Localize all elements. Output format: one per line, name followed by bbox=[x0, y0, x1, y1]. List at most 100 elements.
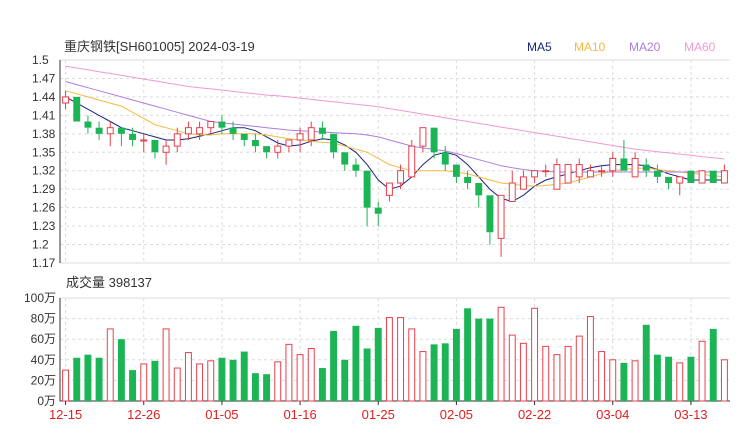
volume-bar bbox=[184, 352, 192, 402]
volume-bar bbox=[687, 356, 695, 401]
price-tick-label: 1.26 bbox=[32, 201, 56, 215]
candle bbox=[609, 152, 617, 177]
candle bbox=[251, 133, 259, 153]
volume-bar bbox=[430, 344, 438, 401]
candle bbox=[274, 139, 282, 159]
volume-tick-label: 80万 bbox=[31, 312, 56, 326]
candle bbox=[374, 201, 382, 227]
ma20-line bbox=[65, 81, 725, 173]
candle bbox=[229, 121, 237, 140]
candle bbox=[553, 158, 561, 190]
volume-bar bbox=[274, 361, 282, 402]
volume-grid: 100万 80万 60万 40万 20万 0万 bbox=[24, 291, 730, 408]
candle bbox=[698, 170, 706, 184]
volume-bar bbox=[497, 306, 505, 402]
date-tick-label: 03-13 bbox=[674, 407, 707, 422]
legend-ma20: MA20 bbox=[629, 40, 661, 54]
price-tick-label: 1.47 bbox=[32, 71, 56, 85]
candle bbox=[173, 127, 181, 153]
volume-bar bbox=[665, 356, 673, 401]
volume-bar bbox=[698, 340, 706, 402]
candle bbox=[129, 127, 137, 147]
volume-bar bbox=[251, 373, 259, 401]
volume-tick-label: 20万 bbox=[31, 373, 56, 387]
date-tick-label: 01-16 bbox=[283, 407, 316, 422]
date-tick-label: 01-25 bbox=[362, 407, 395, 422]
volume-bar bbox=[419, 351, 427, 402]
volume-bar bbox=[240, 351, 248, 401]
legend-ma5: MA5 bbox=[527, 40, 552, 54]
candle bbox=[352, 158, 360, 177]
volume-tick-label: 100万 bbox=[24, 291, 56, 305]
candle bbox=[240, 133, 248, 147]
volume-bar bbox=[452, 328, 460, 401]
volume-bar bbox=[151, 360, 159, 401]
candle bbox=[263, 146, 271, 159]
candle bbox=[151, 139, 159, 159]
volume-bar bbox=[720, 359, 728, 402]
volume-bar bbox=[385, 317, 393, 402]
candle bbox=[341, 152, 349, 171]
volume-bar bbox=[464, 308, 472, 401]
candle bbox=[218, 115, 226, 134]
candlesticks bbox=[62, 90, 728, 257]
legend-ma10: MA10 bbox=[574, 40, 606, 54]
candle bbox=[497, 194, 505, 257]
volume-bars bbox=[62, 306, 728, 402]
candle bbox=[653, 164, 661, 184]
candle bbox=[575, 158, 583, 184]
volume-bar bbox=[140, 363, 148, 402]
candle bbox=[486, 195, 494, 245]
candle bbox=[330, 133, 338, 159]
price-grid: 1.5 1.47 1.44 1.41 1.38 1.35 1.32 1.29 1.26 1.23 1… bbox=[32, 53, 730, 270]
volume-bar bbox=[631, 360, 639, 402]
volume-bar bbox=[285, 343, 293, 402]
candle bbox=[564, 164, 572, 184]
price-tick-label: 1.32 bbox=[32, 164, 56, 178]
volume-bar bbox=[73, 357, 81, 401]
ma-legend: MA5 MA10 MA20 MA60 bbox=[527, 40, 716, 54]
date-tick-label: 12-26 bbox=[127, 407, 160, 422]
volume-bar bbox=[575, 335, 583, 402]
date-tick-label: 12-15 bbox=[49, 407, 82, 422]
candle bbox=[620, 139, 628, 171]
volume-bar bbox=[117, 339, 125, 401]
candle bbox=[642, 158, 650, 177]
candle bbox=[452, 164, 460, 184]
date-tick-label: 02-22 bbox=[518, 407, 551, 422]
volume-bar bbox=[229, 359, 237, 401]
volume-bar bbox=[709, 328, 717, 401]
volume-bar bbox=[475, 318, 483, 401]
volume-bar bbox=[330, 330, 338, 401]
volume-bar bbox=[642, 324, 650, 401]
candle bbox=[519, 170, 527, 190]
volume-bar bbox=[586, 316, 594, 402]
candle bbox=[84, 115, 92, 134]
volume-bar bbox=[318, 368, 326, 401]
candle bbox=[162, 139, 170, 165]
price-tick-label: 1.35 bbox=[32, 145, 56, 159]
price-tick-label: 1.38 bbox=[32, 127, 56, 141]
volume-bar bbox=[653, 354, 661, 401]
volume-tick-label: 40万 bbox=[31, 353, 56, 367]
volume-bar bbox=[95, 357, 103, 401]
candle bbox=[196, 121, 204, 140]
volume-bar bbox=[564, 345, 572, 402]
candle bbox=[95, 121, 103, 140]
volume-bar bbox=[106, 328, 114, 402]
candle bbox=[665, 176, 673, 190]
price-tick-label: 1.29 bbox=[32, 182, 56, 196]
date-tick-label: 03-04 bbox=[596, 407, 629, 422]
volume-bar bbox=[519, 342, 527, 402]
volume-bar bbox=[397, 317, 405, 402]
candle bbox=[709, 170, 717, 184]
volume-bar bbox=[196, 363, 204, 402]
volume-bar bbox=[620, 362, 628, 401]
candle bbox=[542, 164, 550, 177]
candle bbox=[397, 164, 405, 190]
candle bbox=[106, 121, 114, 147]
date-tick-label: 01-05 bbox=[205, 407, 238, 422]
candle bbox=[62, 90, 70, 110]
volume-bar bbox=[218, 357, 226, 401]
